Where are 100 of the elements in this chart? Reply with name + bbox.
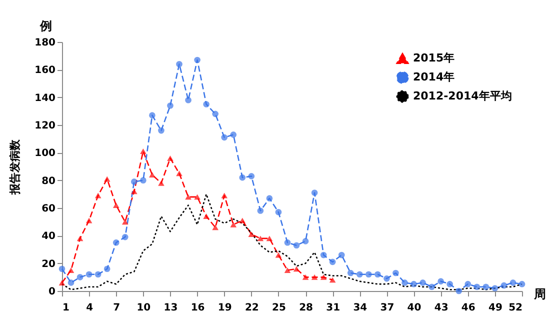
y-tick-label: 120 bbox=[34, 120, 56, 132]
point bbox=[86, 271, 92, 278]
point bbox=[176, 60, 182, 68]
point bbox=[167, 155, 174, 161]
x-tick-label: 16 bbox=[190, 302, 205, 314]
point bbox=[104, 266, 110, 272]
point bbox=[140, 148, 146, 154]
point bbox=[212, 110, 218, 118]
point bbox=[293, 266, 300, 272]
point bbox=[266, 195, 273, 202]
point bbox=[338, 252, 345, 258]
y-tick-label: 140 bbox=[34, 92, 56, 104]
y-tick-label: 80 bbox=[42, 176, 56, 187]
point bbox=[76, 236, 84, 242]
point bbox=[438, 278, 444, 284]
point bbox=[239, 174, 246, 181]
x-tick-label: 28 bbox=[299, 302, 314, 314]
point bbox=[221, 192, 228, 198]
x-tick-label: 49 bbox=[488, 302, 502, 314]
point bbox=[212, 224, 218, 230]
point bbox=[122, 219, 128, 225]
point bbox=[194, 194, 200, 200]
point bbox=[428, 284, 435, 290]
point bbox=[464, 280, 472, 288]
point bbox=[456, 288, 462, 294]
x-tick-label: 34 bbox=[353, 302, 368, 314]
point bbox=[257, 236, 264, 242]
x-tick-label: 40 bbox=[407, 302, 422, 314]
point bbox=[500, 282, 508, 289]
point bbox=[130, 178, 138, 185]
point bbox=[518, 280, 526, 288]
point bbox=[384, 275, 390, 282]
point bbox=[94, 271, 102, 278]
y-tick-label: 100 bbox=[34, 148, 56, 160]
text: 周 bbox=[533, 287, 546, 301]
point bbox=[266, 236, 273, 242]
x-tick-label: 10 bbox=[136, 302, 151, 314]
point bbox=[58, 280, 66, 286]
x-tick-label: 7 bbox=[113, 302, 120, 314]
point bbox=[203, 101, 210, 108]
point bbox=[302, 238, 309, 244]
point bbox=[94, 192, 102, 198]
point bbox=[68, 268, 74, 273]
text: 例 bbox=[39, 19, 52, 33]
y-tick-label: 20 bbox=[42, 258, 56, 270]
x-tick-label: 13 bbox=[164, 302, 178, 314]
point bbox=[140, 177, 146, 184]
point bbox=[492, 285, 498, 292]
legend-label: 2012-2014年平均 bbox=[413, 90, 512, 102]
point bbox=[284, 239, 291, 246]
point bbox=[311, 190, 318, 196]
y-tick-label: 40 bbox=[42, 231, 56, 242]
point bbox=[239, 218, 246, 224]
point bbox=[356, 271, 363, 278]
x-tick-label: 52 bbox=[508, 302, 523, 314]
y-tick-label: 0 bbox=[48, 286, 56, 298]
point bbox=[392, 270, 399, 276]
point bbox=[158, 127, 164, 134]
point bbox=[86, 218, 92, 224]
point bbox=[284, 268, 291, 273]
point bbox=[194, 56, 200, 64]
y-tick-label: 60 bbox=[42, 204, 56, 214]
point bbox=[446, 280, 454, 288]
point bbox=[510, 280, 516, 286]
y-tick-label: 180 bbox=[34, 38, 56, 48]
x-tick-label: 22 bbox=[244, 302, 259, 314]
x-tick-label: 19 bbox=[218, 302, 232, 314]
x-tick-label: 1 bbox=[62, 302, 70, 314]
point bbox=[104, 176, 110, 182]
point bbox=[320, 274, 327, 280]
point bbox=[58, 266, 66, 272]
point bbox=[374, 271, 381, 278]
point bbox=[158, 180, 164, 186]
legend-label: 2015年 bbox=[413, 52, 455, 64]
point bbox=[275, 208, 282, 216]
point bbox=[230, 132, 237, 138]
point bbox=[474, 284, 480, 290]
point bbox=[410, 280, 417, 288]
point bbox=[275, 252, 282, 258]
point bbox=[203, 214, 210, 220]
point bbox=[420, 280, 426, 286]
point bbox=[149, 172, 156, 178]
x-tick-label: 25 bbox=[272, 302, 286, 314]
y-tick-label: 160 bbox=[34, 65, 56, 76]
point bbox=[130, 188, 138, 194]
x-tick-label: 31 bbox=[326, 302, 340, 314]
point bbox=[248, 173, 255, 180]
point bbox=[185, 96, 192, 104]
point bbox=[329, 277, 336, 283]
point bbox=[311, 274, 318, 280]
point bbox=[149, 112, 156, 118]
point bbox=[329, 258, 336, 266]
point bbox=[185, 194, 192, 200]
point bbox=[347, 270, 354, 276]
point bbox=[112, 239, 120, 246]
point bbox=[112, 202, 120, 208]
point bbox=[230, 222, 237, 228]
point bbox=[221, 134, 228, 141]
point bbox=[293, 242, 300, 249]
point bbox=[302, 274, 309, 280]
